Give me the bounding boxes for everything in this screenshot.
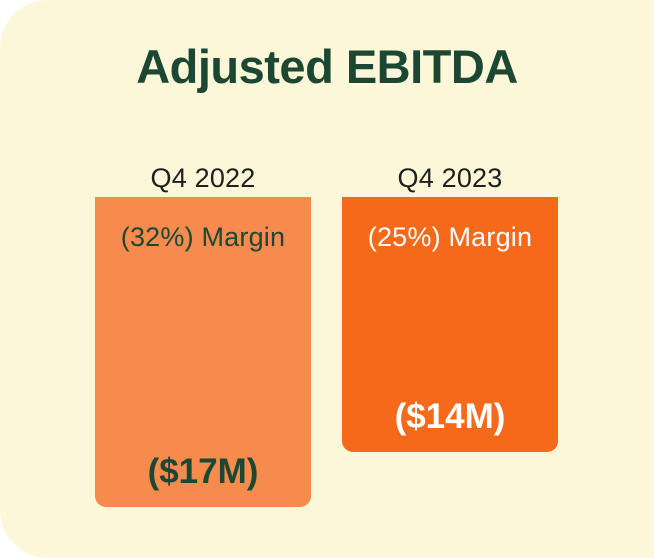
category-label: Q4 2022: [150, 163, 256, 193]
value-label: ($14M): [394, 397, 506, 436]
value-label: ($17M): [147, 452, 259, 491]
category-label: Q4 2023: [397, 163, 503, 193]
bar-group-q4-2022: Q4 2022 (32%) Margin ($17M): [95, 160, 311, 507]
chart-title: Adjusted EBITDA: [136, 40, 518, 93]
margin-label: (25%) Margin: [367, 222, 533, 252]
bar: (25%) Margin ($14M): [342, 197, 558, 452]
bar: (32%) Margin ($17M): [95, 197, 311, 507]
margin-label: (32%) Margin: [120, 222, 286, 252]
bar-group-q4-2023: Q4 2023 (25%) Margin ($14M): [342, 160, 558, 452]
